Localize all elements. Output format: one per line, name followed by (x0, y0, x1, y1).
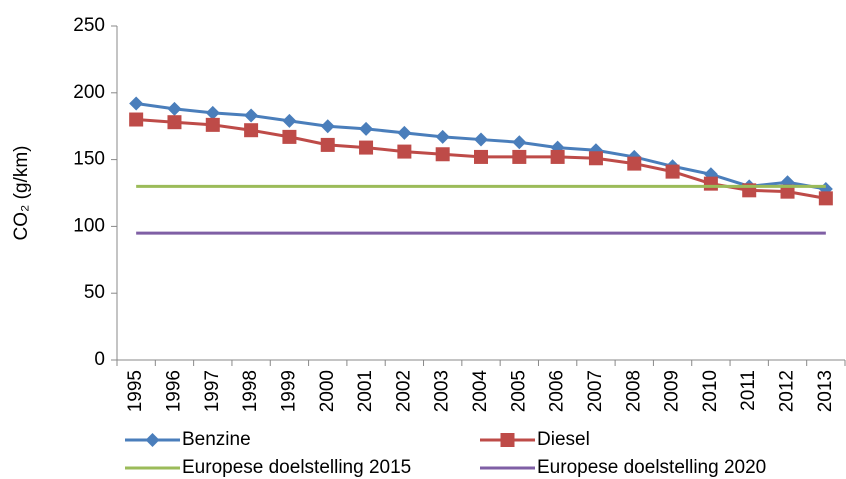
marker (435, 129, 450, 144)
marker (205, 105, 220, 120)
x-tick-label: 2004 (470, 370, 491, 413)
y-tick-label: 200 (73, 82, 105, 103)
x-tick-label: 2007 (585, 370, 606, 412)
y-tick-label: 50 (84, 282, 105, 303)
marker (474, 149, 488, 164)
x-tick-label: 2009 (662, 370, 683, 412)
marker (282, 113, 297, 128)
x-tick-label: 2011 (738, 370, 759, 411)
marker (512, 135, 527, 150)
marker (435, 147, 450, 162)
legend-label: Benzine (182, 429, 251, 450)
marker (129, 112, 144, 127)
x-tick-label: 2008 (623, 370, 644, 412)
marker (780, 184, 795, 199)
marker (359, 121, 374, 136)
marker (665, 164, 680, 179)
y-tick-label: 0 (94, 349, 105, 370)
x-tick-label: 2005 (508, 370, 529, 412)
marker (167, 115, 182, 130)
y-tick-label: 100 (73, 215, 105, 236)
marker (282, 129, 297, 144)
marker (474, 132, 488, 147)
legend-label: Europese doelstelling 2015 (182, 457, 411, 478)
marker (167, 101, 182, 116)
marker (703, 176, 718, 191)
marker (145, 433, 160, 447)
marker (320, 137, 335, 152)
x-tick-label: 1996 (163, 370, 184, 412)
x-tick-label: 1997 (202, 370, 223, 412)
marker (244, 108, 259, 123)
marker (359, 140, 374, 155)
marker (205, 117, 220, 132)
x-tick-label: 1998 (240, 370, 261, 412)
x-tick-label: 2006 (547, 370, 568, 412)
marker (397, 144, 412, 159)
marker (818, 191, 833, 206)
x-tick-label: 1995 (125, 370, 146, 412)
marker (320, 119, 335, 134)
x-tick-label: 2002 (393, 370, 414, 412)
marker (129, 96, 144, 111)
marker (588, 151, 603, 166)
x-tick-label: 2001 (355, 370, 376, 412)
x-tick-label: 2003 (432, 370, 453, 412)
y-tick-label: 150 (73, 149, 105, 170)
marker (550, 149, 565, 164)
x-tick-label: 2013 (815, 370, 836, 412)
x-tick-label: 2000 (317, 370, 338, 412)
x-tick-label: 2010 (700, 370, 721, 412)
marker (627, 156, 642, 171)
legend-label: Europese doelstelling 2020 (537, 457, 766, 478)
marker (500, 433, 515, 447)
marker (512, 149, 527, 164)
y-axis-label: CO₂ (g/km) (11, 146, 32, 241)
marker (397, 125, 412, 140)
x-tick-label: 2012 (777, 370, 798, 412)
y-tick-label: 250 (73, 15, 105, 36)
x-tick-label: 1999 (278, 370, 299, 412)
legend-label: Diesel (537, 429, 590, 450)
marker (244, 123, 259, 138)
